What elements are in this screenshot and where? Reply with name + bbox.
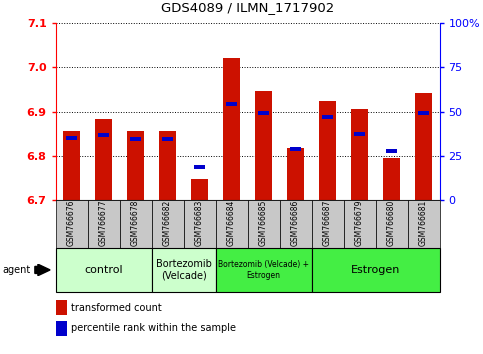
Text: GDS4089 / ILMN_1717902: GDS4089 / ILMN_1717902 bbox=[161, 1, 334, 14]
FancyBboxPatch shape bbox=[343, 200, 376, 248]
Bar bbox=[255, 91, 272, 200]
FancyArrow shape bbox=[35, 264, 50, 276]
Text: GSM766679: GSM766679 bbox=[355, 200, 364, 246]
Bar bbox=[354, 132, 365, 136]
FancyBboxPatch shape bbox=[152, 200, 184, 248]
FancyBboxPatch shape bbox=[215, 248, 312, 292]
Text: GSM766682: GSM766682 bbox=[163, 200, 172, 246]
Text: GSM766680: GSM766680 bbox=[387, 200, 396, 246]
Text: control: control bbox=[84, 265, 123, 275]
FancyBboxPatch shape bbox=[312, 248, 440, 292]
Bar bbox=[56, 321, 67, 336]
Bar bbox=[322, 115, 333, 119]
Bar bbox=[56, 300, 67, 315]
Text: GSM766677: GSM766677 bbox=[99, 200, 108, 246]
FancyBboxPatch shape bbox=[408, 200, 440, 248]
FancyBboxPatch shape bbox=[56, 200, 87, 248]
Bar bbox=[287, 148, 304, 200]
Bar bbox=[66, 136, 77, 140]
Bar bbox=[130, 137, 141, 141]
FancyBboxPatch shape bbox=[152, 248, 215, 292]
FancyBboxPatch shape bbox=[215, 200, 248, 248]
Bar bbox=[98, 133, 109, 137]
Text: Estrogen: Estrogen bbox=[351, 265, 400, 275]
Bar bbox=[127, 131, 144, 200]
FancyBboxPatch shape bbox=[312, 200, 343, 248]
Text: percentile rank within the sample: percentile rank within the sample bbox=[71, 323, 236, 333]
Text: GSM766686: GSM766686 bbox=[291, 200, 300, 246]
Bar bbox=[418, 111, 429, 115]
FancyBboxPatch shape bbox=[87, 200, 120, 248]
Bar bbox=[95, 119, 113, 200]
Text: GSM766676: GSM766676 bbox=[67, 200, 76, 246]
Bar bbox=[290, 147, 301, 152]
FancyBboxPatch shape bbox=[56, 248, 152, 292]
FancyBboxPatch shape bbox=[376, 200, 408, 248]
Bar bbox=[191, 179, 208, 200]
Text: Bortezomib (Velcade) +
Estrogen: Bortezomib (Velcade) + Estrogen bbox=[218, 260, 309, 280]
Bar bbox=[319, 101, 336, 200]
Text: GSM766685: GSM766685 bbox=[259, 200, 268, 246]
Bar bbox=[162, 137, 173, 141]
FancyBboxPatch shape bbox=[280, 200, 312, 248]
Text: transformed count: transformed count bbox=[71, 303, 162, 313]
Text: GSM766678: GSM766678 bbox=[131, 200, 140, 246]
Text: agent: agent bbox=[2, 265, 30, 275]
Bar bbox=[194, 165, 205, 169]
Bar bbox=[226, 102, 237, 106]
Bar bbox=[351, 109, 369, 200]
Bar bbox=[386, 149, 397, 153]
Bar bbox=[223, 58, 241, 200]
Text: GSM766687: GSM766687 bbox=[323, 200, 332, 246]
FancyBboxPatch shape bbox=[184, 200, 215, 248]
FancyBboxPatch shape bbox=[248, 200, 280, 248]
Text: GSM766681: GSM766681 bbox=[419, 200, 428, 246]
Bar bbox=[415, 93, 432, 200]
FancyBboxPatch shape bbox=[120, 200, 152, 248]
Text: Bortezomib
(Velcade): Bortezomib (Velcade) bbox=[156, 259, 212, 281]
Bar bbox=[63, 131, 80, 200]
Bar bbox=[383, 158, 400, 200]
Text: GSM766684: GSM766684 bbox=[227, 200, 236, 246]
Bar bbox=[258, 111, 269, 115]
Bar bbox=[159, 131, 176, 200]
Text: GSM766683: GSM766683 bbox=[195, 200, 204, 246]
